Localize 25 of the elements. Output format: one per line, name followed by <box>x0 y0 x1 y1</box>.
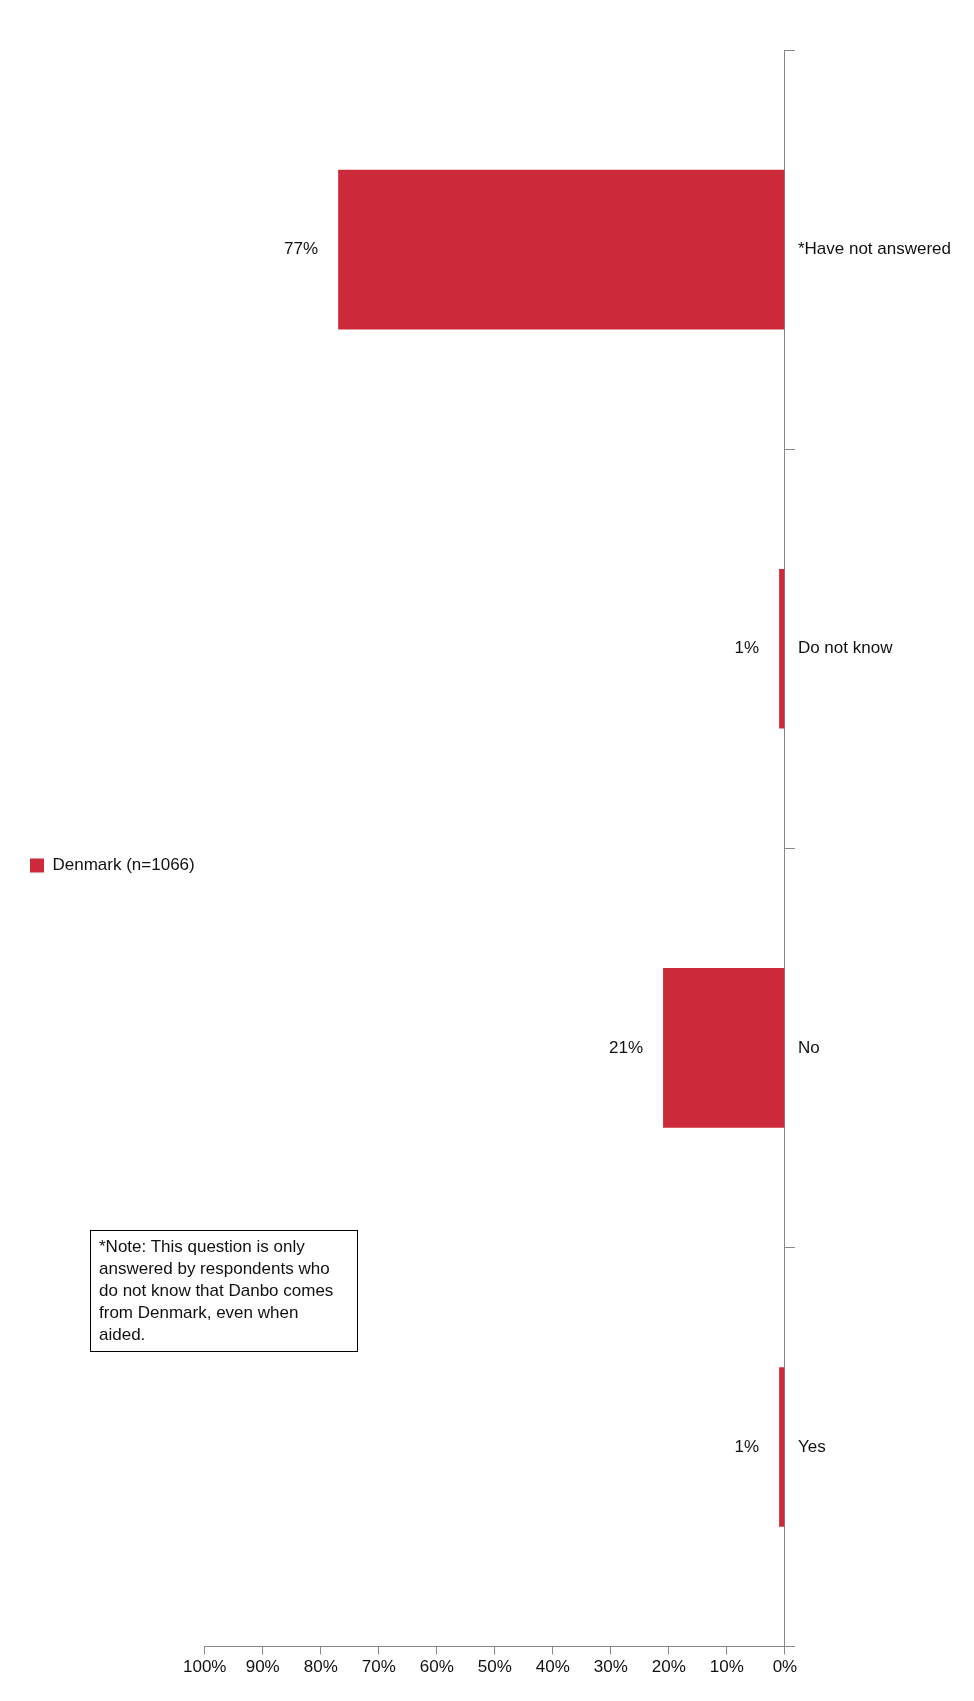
data-label: 77% <box>284 239 319 259</box>
bar <box>338 169 785 330</box>
y-tick-label: No <box>797 1037 820 1057</box>
data-label: 21% <box>609 1037 644 1057</box>
y-tick-label: Yes <box>797 1436 826 1456</box>
x-tick-label: 100% <box>182 1657 227 1677</box>
data-label: 1% <box>734 1436 760 1456</box>
x-tick-label: 30% <box>593 1657 628 1677</box>
bar <box>779 1367 785 1527</box>
x-tick-label: 40% <box>535 1657 570 1677</box>
y-tick-label: Do not know <box>797 638 894 658</box>
legend-label: Denmark (n=1066) <box>52 855 195 875</box>
x-tick-label: 80% <box>303 1657 338 1677</box>
x-tick-label: 10% <box>709 1657 744 1677</box>
y-tick-label: *Have not answered <box>797 239 951 259</box>
x-tick-label: 90% <box>245 1657 280 1677</box>
x-tick-label: 60% <box>419 1657 454 1677</box>
annotation: *Note: This question is only answered by respondents who do not know that Danbo comes from Denmark, even when aided. <box>90 1230 358 1352</box>
bar <box>779 568 785 729</box>
bar <box>663 968 785 1128</box>
data-label: 1% <box>734 638 760 658</box>
x-tick-label: 0% <box>772 1657 798 1677</box>
x-tick-label: 20% <box>651 1657 686 1677</box>
x-tick-label: 70% <box>361 1657 396 1677</box>
x-tick-label: 50% <box>477 1657 512 1677</box>
